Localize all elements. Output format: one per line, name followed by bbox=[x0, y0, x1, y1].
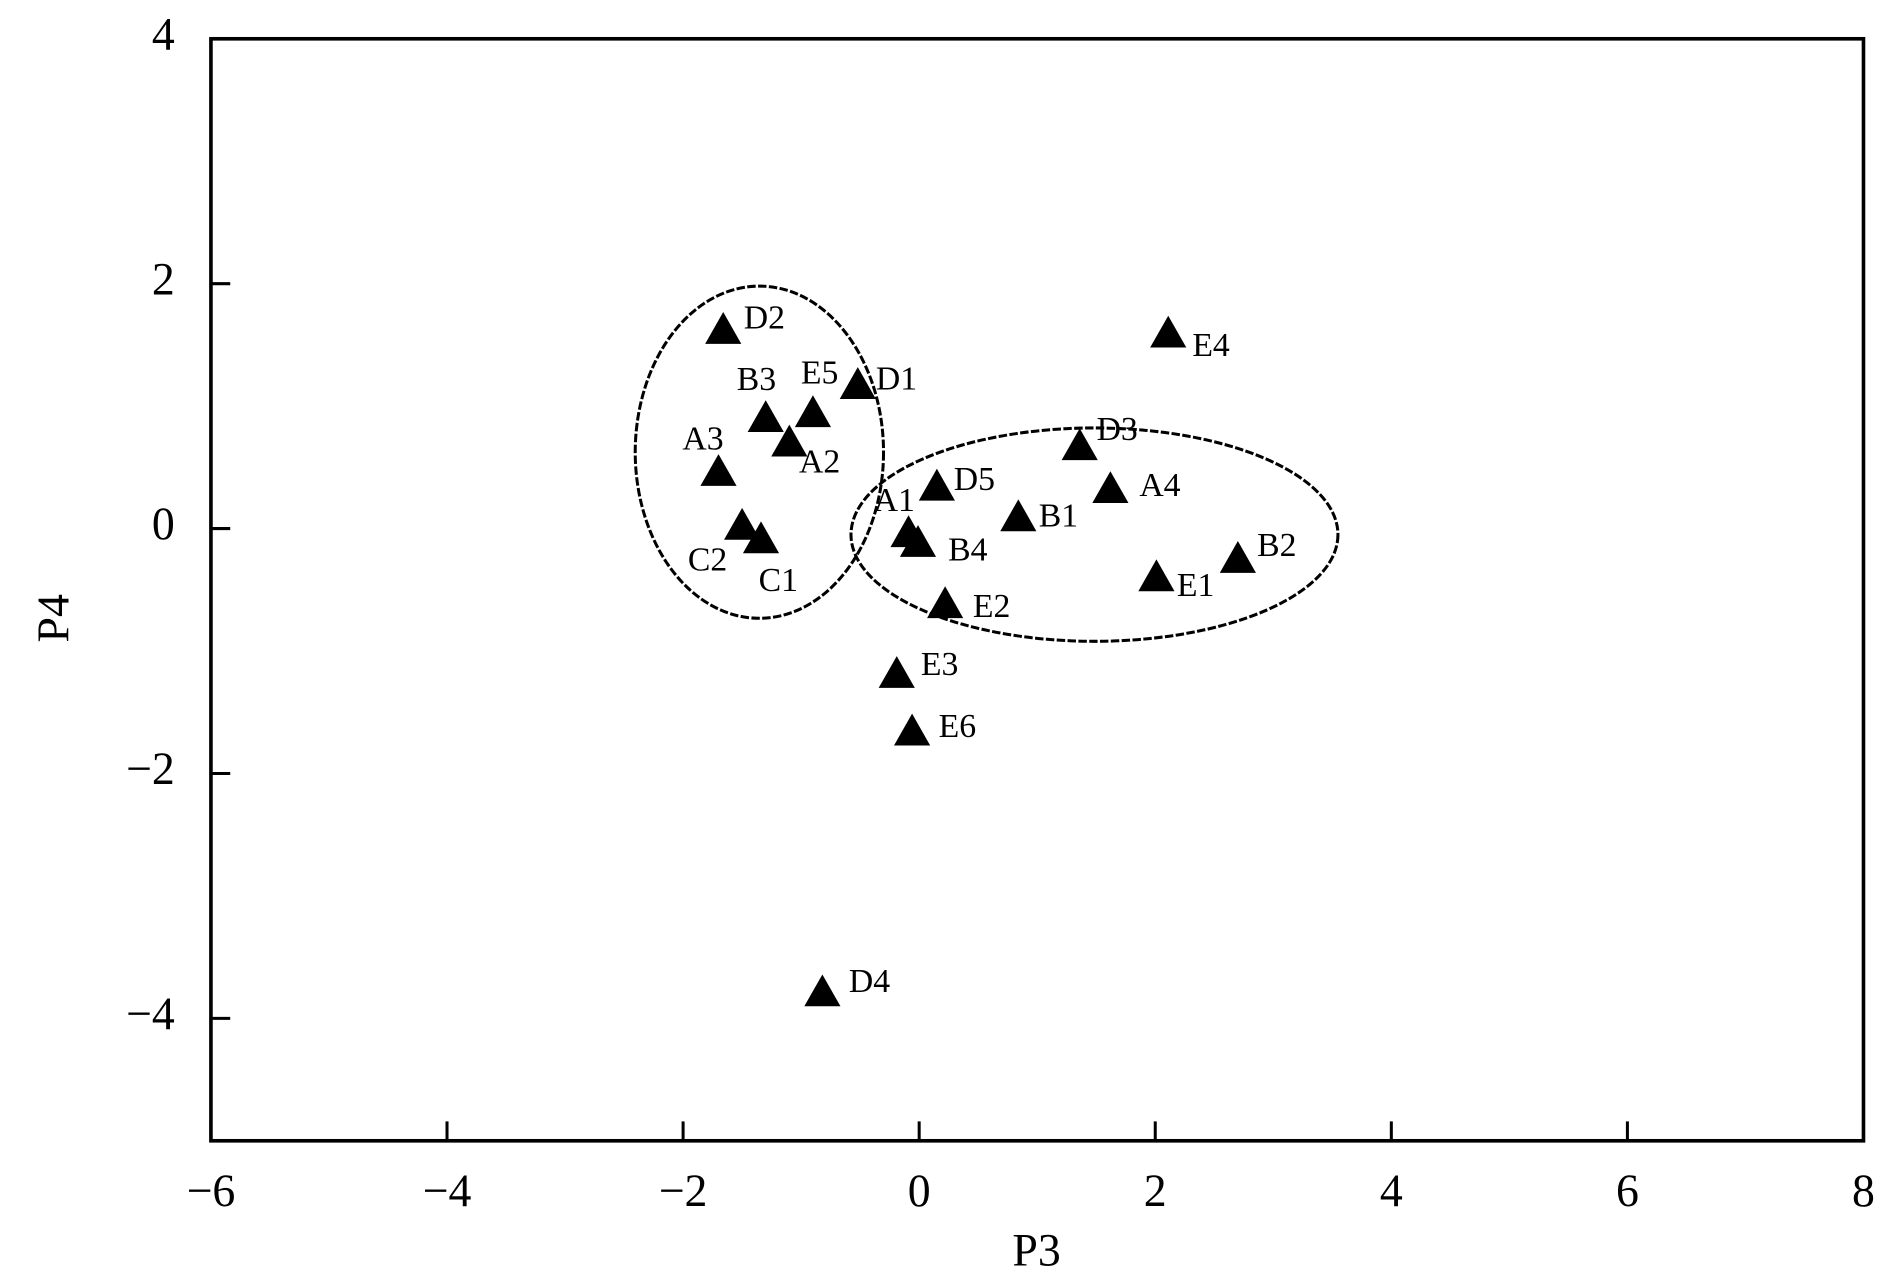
x-axis-title: P3 bbox=[1012, 1224, 1060, 1275]
y-tick-label: 0 bbox=[152, 498, 175, 549]
point-label: E6 bbox=[939, 708, 976, 745]
point-label: A2 bbox=[799, 443, 840, 480]
point bbox=[1092, 471, 1129, 504]
point-label: C2 bbox=[688, 541, 727, 578]
x-tick-label: 2 bbox=[1144, 1165, 1167, 1216]
point-label: B3 bbox=[737, 361, 776, 398]
point-label: D4 bbox=[849, 963, 890, 1000]
point-label: B4 bbox=[948, 532, 987, 569]
point-label: D5 bbox=[954, 461, 995, 498]
point-label: E4 bbox=[1192, 327, 1230, 364]
point bbox=[747, 400, 784, 433]
y-axis-title: P4 bbox=[27, 594, 78, 643]
plot-frame bbox=[209, 36, 1866, 1143]
point bbox=[771, 424, 808, 457]
point bbox=[839, 367, 876, 399]
y-tick-label: −2 bbox=[126, 743, 175, 794]
point-label: A1 bbox=[874, 482, 915, 519]
point bbox=[1138, 559, 1175, 592]
point bbox=[705, 312, 742, 344]
point bbox=[927, 586, 964, 619]
point-label: D3 bbox=[1097, 411, 1138, 448]
point-label: B2 bbox=[1257, 527, 1296, 564]
point-label: E3 bbox=[921, 646, 958, 683]
x-tick-label: 0 bbox=[908, 1165, 931, 1216]
point bbox=[1061, 428, 1098, 461]
point bbox=[899, 525, 937, 557]
point bbox=[742, 521, 780, 554]
point bbox=[724, 507, 761, 540]
y-tick-label: −4 bbox=[126, 988, 175, 1039]
x-tick-label: 4 bbox=[1380, 1165, 1403, 1216]
point bbox=[794, 395, 832, 428]
point bbox=[918, 468, 955, 501]
cluster-ellipse bbox=[633, 284, 886, 620]
point-label: E2 bbox=[973, 588, 1010, 625]
point-label: A4 bbox=[1139, 467, 1180, 504]
x-tick-label: −6 bbox=[187, 1165, 236, 1216]
x-tick-label: −2 bbox=[659, 1165, 708, 1216]
point bbox=[804, 974, 841, 1007]
point-label: E1 bbox=[1177, 567, 1214, 604]
point bbox=[1219, 540, 1256, 573]
x-tick-label: 8 bbox=[1852, 1165, 1875, 1216]
point-label: E5 bbox=[801, 355, 838, 392]
point-label: A3 bbox=[682, 421, 723, 458]
x-tick-label: −4 bbox=[423, 1165, 472, 1216]
point-label: B1 bbox=[1039, 497, 1078, 534]
point-label: D2 bbox=[744, 299, 785, 336]
point-label: D1 bbox=[876, 360, 917, 397]
y-tick-label: 4 bbox=[152, 8, 175, 59]
x-tick-label: 6 bbox=[1616, 1165, 1639, 1216]
point bbox=[894, 713, 931, 746]
point bbox=[1000, 499, 1037, 532]
cluster-ellipse bbox=[849, 426, 1340, 643]
y-tick-label: 2 bbox=[152, 253, 175, 304]
point bbox=[1150, 315, 1187, 348]
point bbox=[700, 454, 737, 486]
point bbox=[878, 656, 915, 688]
point-label: C1 bbox=[759, 562, 798, 599]
